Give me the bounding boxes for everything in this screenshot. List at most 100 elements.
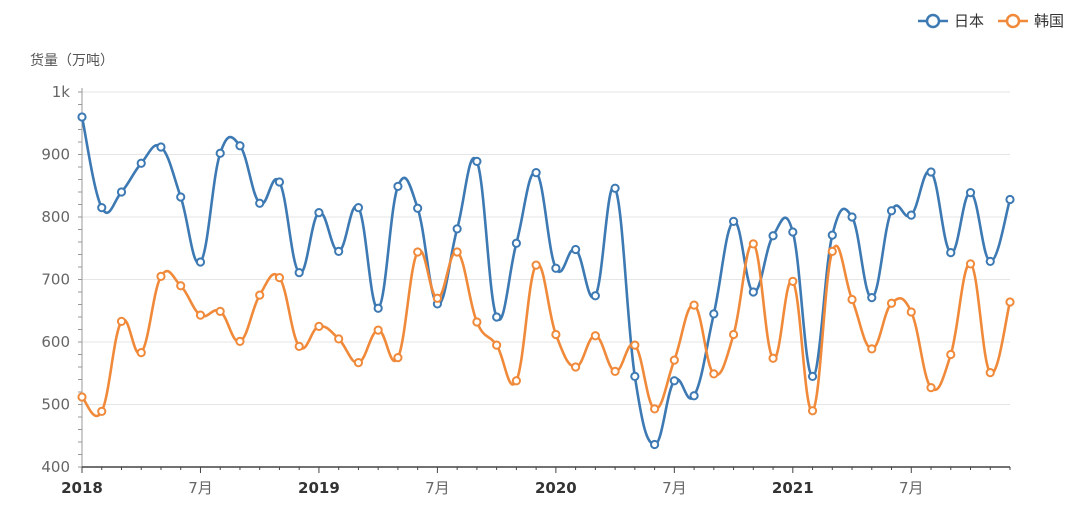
data-point-japan [1005, 194, 1015, 205]
legend-item-japan[interactable]: 日本 [917, 10, 984, 31]
data-point-korea [472, 317, 482, 327]
data-point-japan [965, 188, 976, 198]
series-line-japan [80, 116, 1012, 446]
data-point-korea [156, 271, 166, 281]
data-point-korea [531, 260, 541, 270]
data-point-japan [728, 216, 739, 226]
data-point-japan [590, 291, 600, 301]
y-axis-title: 货量（万吨） [30, 53, 114, 69]
data-point-korea [215, 306, 225, 316]
data-point-japan [77, 112, 87, 122]
data-point-korea [452, 247, 462, 257]
data-point-korea [886, 298, 897, 308]
data-point-japan [768, 231, 778, 241]
y-tick-label: 1k [52, 83, 71, 101]
data-point-korea [610, 366, 620, 376]
data-point-japan [531, 168, 541, 178]
data-point-japan [946, 248, 956, 258]
data-point-korea [867, 344, 877, 354]
data-point-japan [235, 141, 245, 151]
x-tick-label: 7月 [662, 479, 687, 497]
data-point-japan [136, 158, 146, 168]
data-point-korea [136, 348, 146, 358]
data-point-japan [176, 192, 186, 202]
legend-swatch-japan [917, 13, 948, 28]
data-point-korea [393, 353, 403, 363]
data-point-japan [886, 206, 897, 216]
y-tick-label: 800 [41, 208, 70, 226]
data-point-japan [511, 238, 521, 248]
data-point-japan [610, 183, 620, 193]
data-point-korea [274, 273, 285, 283]
x-tick-label: 2021 [772, 479, 814, 497]
data-point-korea [827, 246, 837, 256]
data-point-japan [116, 187, 127, 197]
data-point-japan [373, 303, 383, 313]
y-tick-label: 900 [41, 146, 70, 164]
data-point-korea [294, 341, 304, 351]
x-tick-label: 7月 [899, 479, 924, 497]
data-point-japan [334, 246, 344, 256]
data-point-japan [807, 371, 818, 381]
grid-lines [82, 91, 1010, 405]
data-point-japan [571, 244, 581, 255]
data-point-korea [551, 329, 561, 340]
x-tick-label: 7月 [188, 479, 213, 497]
x-tick-label: 2018 [61, 479, 103, 497]
data-point-korea [492, 340, 502, 350]
data-point-japan [97, 203, 107, 213]
data-point-korea [511, 376, 521, 386]
data-point-korea [235, 336, 245, 346]
data-point-korea [748, 239, 758, 249]
data-point-korea [590, 331, 600, 341]
data-point-japan [867, 293, 877, 303]
data-point-korea [649, 404, 660, 414]
data-point-korea [314, 321, 324, 331]
data-point-korea [1005, 297, 1015, 307]
data-point-korea [255, 290, 265, 300]
y-tick-label: 700 [41, 271, 70, 289]
legend-item-korea[interactable]: 韩国 [997, 10, 1064, 31]
y-tick-label: 500 [41, 396, 70, 414]
data-point-japan [492, 312, 502, 322]
x-tick-label: 2019 [298, 479, 340, 497]
data-point-japan [274, 177, 285, 187]
data-point-korea [807, 406, 818, 416]
data-point-korea [985, 368, 995, 378]
data-point-japan [472, 156, 482, 166]
legend: 日本 韩国 [917, 10, 1064, 31]
data-point-japan [669, 376, 679, 386]
data-point-japan [847, 212, 857, 222]
data-point-korea [906, 307, 916, 317]
x-tick-label: 7月 [425, 479, 450, 497]
series-lines [80, 116, 1012, 446]
data-point-japan [748, 287, 758, 297]
data-point-korea [432, 293, 443, 303]
data-point-korea [334, 334, 344, 344]
data-point-japan [551, 263, 561, 273]
y-tick-label: 600 [41, 333, 70, 351]
data-point-japan [294, 268, 304, 278]
data-point-korea [413, 247, 423, 257]
data-point-korea [571, 362, 581, 372]
data-point-korea [195, 310, 206, 320]
data-point-japan [788, 227, 798, 237]
legend-label-japan: 日本 [953, 12, 984, 30]
axes: 400 500 600 700 800 900 1k 2018 7月 2019 7月 2020 7月 20… [41, 83, 1011, 497]
data-point-korea [965, 259, 976, 269]
data-point-japan [827, 230, 837, 240]
data-point-japan [393, 181, 403, 191]
data-point-japan [985, 256, 995, 266]
data-point-korea [77, 392, 87, 402]
data-point-korea [669, 355, 679, 365]
data-point-korea [768, 353, 778, 363]
data-points [77, 112, 1015, 450]
data-point-korea [847, 294, 857, 305]
data-point-korea [788, 276, 798, 286]
data-point-korea [946, 349, 956, 360]
data-point-japan [452, 224, 462, 234]
data-point-japan [926, 167, 936, 177]
data-point-japan [413, 203, 423, 213]
data-point-japan [649, 439, 660, 450]
